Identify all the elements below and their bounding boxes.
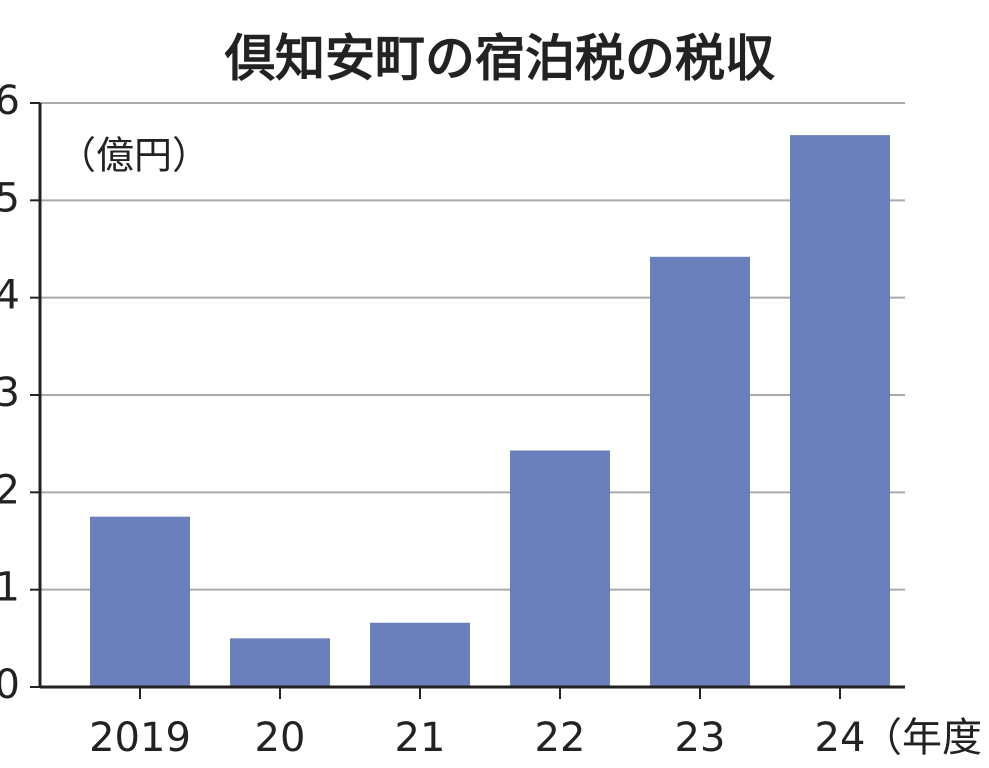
x-axis-label: （年度 [862, 715, 982, 761]
chart-title: 倶知安町の宿泊税の税収 [224, 30, 775, 88]
y-tick-label: 0 [0, 662, 20, 708]
x-tick-label: 22 [535, 715, 586, 761]
x-tick-label: 21 [395, 715, 446, 761]
x-tick-label: 23 [675, 715, 726, 761]
y-tick-label: 1 [0, 565, 20, 611]
y-tick-label: 6 [0, 78, 20, 124]
y-tick-label: 4 [0, 273, 20, 319]
bar [510, 450, 610, 687]
y-tick-label: 5 [0, 175, 20, 221]
bar [650, 256, 750, 687]
bar [790, 135, 890, 687]
x-tick-label: 24 [815, 715, 866, 761]
y-tick-label: 2 [0, 467, 20, 513]
x-tick-label: 20 [255, 715, 306, 761]
bar [90, 516, 190, 687]
y-tick-label: 3 [0, 370, 20, 416]
bar [370, 622, 470, 687]
x-tick-label: 2019 [89, 715, 191, 761]
bar [230, 638, 330, 687]
y-axis-label: （億円） [58, 134, 210, 178]
